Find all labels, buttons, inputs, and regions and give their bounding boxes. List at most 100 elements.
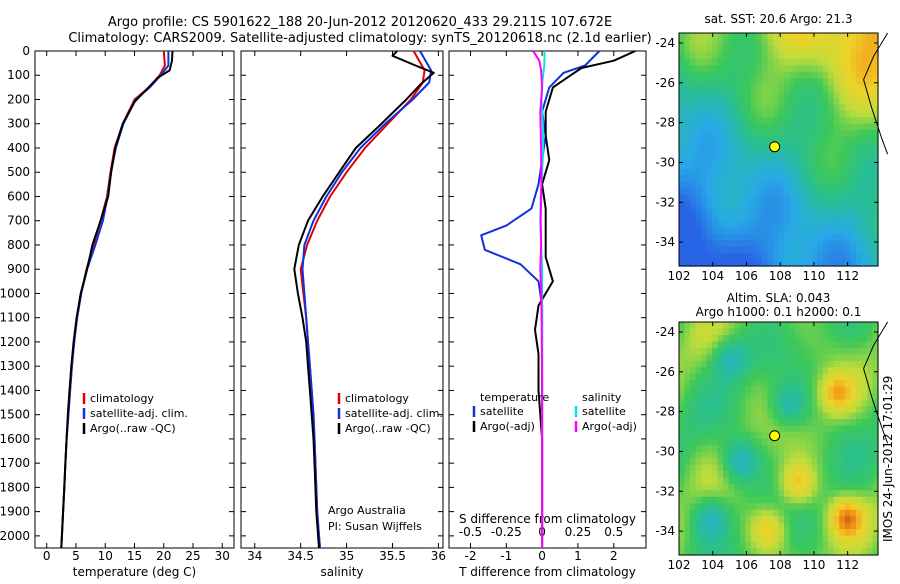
map-cell bbox=[795, 522, 802, 530]
map-cell bbox=[750, 155, 757, 164]
map-cell bbox=[750, 399, 757, 407]
map-cell bbox=[806, 393, 813, 401]
map-cell bbox=[861, 52, 868, 60]
x-tick-label: 15 bbox=[127, 549, 142, 563]
map-cell bbox=[679, 380, 686, 388]
map-cell bbox=[679, 393, 686, 401]
s-tick-label: -0.25 bbox=[491, 525, 522, 539]
map-cell bbox=[850, 412, 857, 420]
map-cell bbox=[679, 162, 686, 170]
map-cell bbox=[828, 477, 835, 485]
map-cell bbox=[861, 354, 868, 362]
map-cell bbox=[850, 542, 857, 550]
map-cell bbox=[833, 45, 840, 54]
map-cell bbox=[723, 253, 730, 261]
map-cell bbox=[734, 123, 741, 131]
map-cell bbox=[706, 240, 713, 248]
map-cell bbox=[806, 97, 813, 105]
map-cell bbox=[817, 419, 824, 427]
map-cell bbox=[789, 175, 796, 183]
map-cell bbox=[756, 386, 763, 394]
map-cell bbox=[817, 181, 824, 189]
map-cell bbox=[750, 91, 757, 99]
map-cell bbox=[850, 451, 857, 459]
map-cell bbox=[784, 155, 791, 164]
map-cell bbox=[679, 201, 686, 209]
legend-title: salinity bbox=[582, 391, 622, 404]
map-cell bbox=[728, 373, 735, 381]
map-cell bbox=[872, 399, 879, 407]
map-cell bbox=[795, 162, 802, 170]
map-cell bbox=[778, 367, 785, 375]
map-cell bbox=[822, 341, 829, 349]
map-cell bbox=[690, 419, 697, 427]
map-cell bbox=[866, 542, 874, 550]
map-cell bbox=[861, 110, 868, 118]
map-cell bbox=[806, 220, 813, 228]
map-cell bbox=[800, 444, 807, 453]
map-cell bbox=[822, 181, 829, 189]
map-cell bbox=[723, 91, 730, 99]
map-cell bbox=[822, 259, 829, 267]
x-tick-label: 36 bbox=[431, 549, 446, 563]
map-cell bbox=[806, 33, 813, 41]
map-cell bbox=[833, 393, 840, 401]
map-cell bbox=[750, 509, 757, 517]
map-cell bbox=[795, 155, 802, 164]
map-cell bbox=[772, 334, 780, 343]
map-cell bbox=[739, 509, 746, 517]
map-cell bbox=[844, 451, 851, 459]
map-cell bbox=[723, 188, 730, 196]
map-cell bbox=[839, 509, 846, 517]
map-cell bbox=[690, 542, 697, 550]
map-cell bbox=[839, 65, 846, 73]
map-cell bbox=[784, 78, 791, 86]
map-cell bbox=[822, 65, 829, 73]
map-cell bbox=[767, 175, 774, 183]
map-cell bbox=[789, 110, 796, 118]
map-cell bbox=[811, 444, 818, 453]
map-cell bbox=[772, 419, 780, 427]
map-cell bbox=[806, 91, 813, 99]
map-cell bbox=[800, 529, 807, 537]
map-cell bbox=[723, 78, 730, 86]
map-cell bbox=[690, 65, 697, 73]
map-cell bbox=[833, 548, 840, 556]
map-cell bbox=[772, 84, 780, 92]
map-cell bbox=[855, 130, 863, 138]
map-cell bbox=[872, 123, 879, 131]
map-cell bbox=[739, 143, 746, 151]
map-cell bbox=[833, 529, 840, 537]
map-cell bbox=[739, 45, 746, 54]
map-cell bbox=[761, 373, 769, 381]
map-cell bbox=[778, 155, 785, 164]
map-cell bbox=[739, 91, 746, 99]
map-cell bbox=[778, 334, 785, 343]
map-cell bbox=[739, 207, 746, 215]
map-cell bbox=[855, 444, 863, 453]
map-cell bbox=[695, 194, 702, 202]
map-cell bbox=[734, 322, 741, 330]
map-cell bbox=[855, 149, 863, 157]
map-cell bbox=[728, 104, 735, 112]
map-cell bbox=[795, 91, 802, 99]
map-cell bbox=[784, 253, 791, 261]
map-cell bbox=[712, 483, 719, 491]
map-cell bbox=[745, 52, 752, 60]
map-cell bbox=[712, 347, 719, 355]
map-cell bbox=[739, 399, 746, 407]
map-cell bbox=[701, 483, 708, 491]
map-cell bbox=[739, 464, 746, 472]
map-cell bbox=[784, 65, 791, 73]
map-cell bbox=[750, 97, 757, 105]
map-cell bbox=[684, 181, 691, 189]
map-cell bbox=[866, 136, 874, 144]
map-cell bbox=[839, 477, 846, 485]
map-cell bbox=[767, 399, 774, 407]
map-cell bbox=[778, 360, 785, 368]
map-cell bbox=[679, 529, 686, 537]
map-cell bbox=[701, 104, 708, 112]
map-cell bbox=[750, 503, 757, 511]
map-cell bbox=[795, 168, 802, 176]
map-cell bbox=[723, 412, 730, 420]
